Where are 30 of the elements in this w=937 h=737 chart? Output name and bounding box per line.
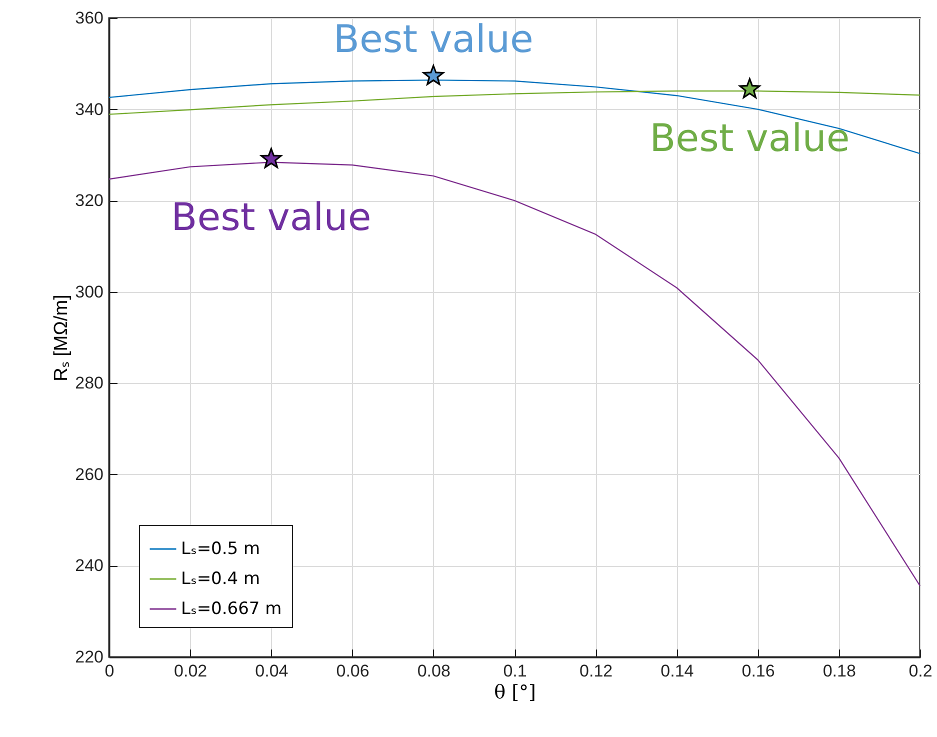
x-tick-label: 0.14	[660, 662, 694, 680]
x-tick-label: 0.2	[908, 662, 932, 680]
point	[260, 148, 282, 168]
x-tick-label: 0.06	[336, 662, 370, 680]
y-tick-label: 220	[75, 648, 104, 666]
x-tick-label: 0.1	[503, 662, 527, 680]
annotation: Best value	[171, 195, 372, 240]
y-tick-label: 280	[75, 374, 104, 393]
legend-label: Lₛ=0.4 m	[181, 569, 260, 589]
legend-label: Lₛ=0.5 m	[181, 539, 260, 559]
x-tick-label: 0.12	[580, 662, 613, 680]
point	[739, 78, 760, 98]
y-tick-label: 240	[75, 556, 104, 576]
annotation: Best value	[333, 16, 534, 61]
y-tick-label: 360	[75, 8, 104, 28]
point	[422, 64, 444, 86]
x-tick-label: 0.16	[742, 662, 775, 680]
y-axis-title: Rₛ [MΩ/m]	[51, 294, 72, 382]
y-tick-label: 260	[75, 464, 104, 484]
y-tick-label: 300	[75, 282, 104, 302]
x-tick-label: 0.18	[822, 662, 856, 680]
x-tick-label: 0	[104, 662, 114, 680]
y-tick-label: 340	[75, 100, 104, 119]
x-tick-label: 0.08	[417, 662, 450, 680]
x-tick-label: 0.02	[174, 662, 208, 680]
y-tick-label: 320	[75, 191, 104, 210]
legend-label: Lₛ=0.667 m	[181, 599, 282, 619]
x-axis-title: θ [°]	[494, 682, 536, 704]
x-tick-label: 0.04	[255, 662, 288, 680]
annotation: Best value	[650, 116, 850, 160]
